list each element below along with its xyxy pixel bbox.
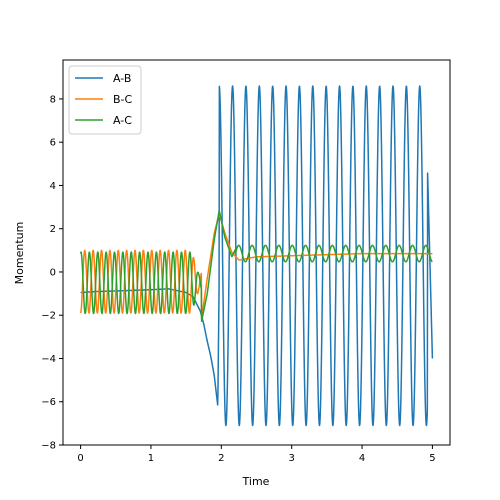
legend-label-b-c: B-C xyxy=(113,93,133,106)
y-tick-label: 2 xyxy=(50,224,56,235)
legend-label-a-c: A-C xyxy=(113,114,132,127)
y-tick-label: −4 xyxy=(41,354,56,365)
x-tick-label: 3 xyxy=(288,453,294,464)
y-tick-label: −2 xyxy=(41,311,56,322)
plot-frame xyxy=(62,59,451,446)
x-tick-label: 1 xyxy=(148,453,154,464)
x-tick-label: 4 xyxy=(359,453,365,464)
y-tick-label: 4 xyxy=(50,181,56,192)
x-axis-label: Time xyxy=(242,475,270,488)
x-tick-label: 2 xyxy=(218,453,224,464)
series-line-a-c xyxy=(79,210,433,323)
y-tick-label: 6 xyxy=(50,138,56,149)
x-axis-ticks: 0 1 2 3 4 5 xyxy=(77,445,436,464)
legend: A-B B-C A-C xyxy=(68,65,142,135)
legend-label-a-b: A-B xyxy=(113,72,131,85)
y-axis-ticks: −8 −6 −4 −2 0 2 4 6 8 xyxy=(41,94,63,452)
y-tick-label: −8 xyxy=(41,441,56,452)
legend-box xyxy=(68,65,142,135)
series-line-a-b xyxy=(80,85,434,427)
x-tick-label: 5 xyxy=(429,453,435,464)
x-tick-label: 0 xyxy=(77,453,83,464)
y-tick-label: −6 xyxy=(41,397,56,408)
y-axis-label: Momentum xyxy=(13,222,26,285)
y-tick-label: 8 xyxy=(50,94,56,105)
series-layer xyxy=(79,85,434,427)
y-tick-label: 0 xyxy=(50,267,56,278)
